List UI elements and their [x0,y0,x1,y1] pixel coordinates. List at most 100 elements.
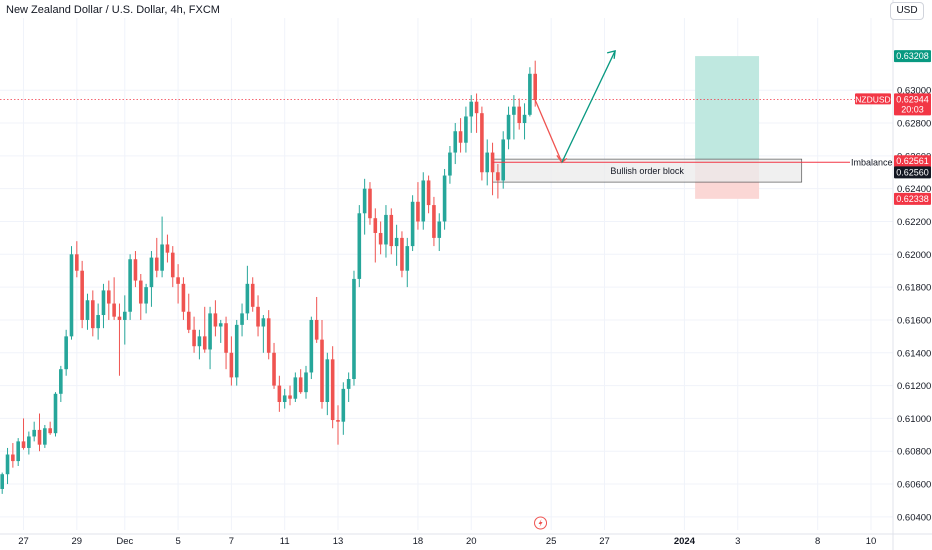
annotations: Imbalance [492,49,893,530]
candle-body [485,152,490,173]
candle [229,336,234,386]
candle-body [378,232,383,245]
candle-body [357,213,362,279]
candle-body [325,359,330,402]
x-tick-label: Dec [116,536,133,547]
candle-body [368,188,372,219]
x-tick-label: 18 [413,536,424,547]
candle-body [464,116,468,143]
candle-body [517,106,522,124]
candle [378,221,383,255]
candle [240,303,244,337]
stop-price-tag-bg [894,192,931,205]
candle [208,306,212,370]
candle [192,316,196,353]
candle [91,290,95,337]
candle-body [154,257,159,271]
candle-body [224,323,228,353]
candle [133,251,138,288]
imbalance-price-tag-text: 0.62561 [896,156,929,166]
candle [80,260,84,329]
candle-body [410,201,415,247]
candle [112,277,116,320]
candle [170,246,175,288]
candle-body [506,114,511,140]
candle [43,424,47,448]
x-tick-label: 11 [280,536,290,547]
candle-body [69,254,74,337]
candle [458,118,463,153]
candle-body [5,454,10,475]
target-price-tag-bg [894,50,931,63]
currency-button[interactable]: USD [890,2,924,20]
candle-body [277,385,282,402]
x-tick-label: 8 [815,536,820,547]
candle-body [416,201,420,222]
candle-body [501,139,506,181]
candle-body [144,287,148,304]
candle-body [421,180,426,222]
candle [437,213,442,252]
x-tick-label: 27 [599,536,610,547]
candle [480,106,484,181]
candle-body [309,319,314,373]
candle [405,237,410,288]
symbol-tag-text: NZDUSD [855,94,890,104]
candle [107,280,111,320]
candle [314,296,319,343]
entry-price-tag-bg [894,166,931,179]
candle-body [437,221,442,238]
candle-body [107,290,111,304]
candle-body [250,283,255,307]
candle [320,319,324,409]
candle-body [208,313,212,350]
down-arrow-line [534,99,563,163]
candle [277,375,282,412]
current-price-tag-text: 20:03 [901,104,924,114]
candle-body [0,474,4,489]
candle [485,139,490,186]
candle-body [96,315,100,329]
x-tick-label: 2024 [674,536,696,547]
candle [469,95,474,133]
candle-body [480,113,484,173]
candle-body [43,428,47,445]
candle-body [138,280,143,304]
y-tick-label: 0.61000 [897,414,931,425]
candle [149,251,154,307]
candle [256,295,260,337]
candle-body [469,101,474,117]
candle-body [122,311,127,320]
y-tick-label: 0.61200 [897,381,931,392]
candle [325,352,330,416]
candle [165,234,170,263]
candle [464,106,468,153]
candle [517,98,522,130]
candle [224,316,228,370]
candle [474,93,479,133]
candle [75,241,79,278]
candle-body [384,214,388,245]
candle-body [512,106,516,115]
candle-body [245,283,250,314]
imbalance-price-tag-bg [894,155,931,168]
candle-body [256,306,260,327]
candle-body [453,131,458,153]
candle-body [229,352,234,378]
current-price-tag-bg [894,93,931,116]
candle-body [133,259,138,281]
candle-body [330,359,335,421]
candle [96,303,100,340]
candle-body [533,73,537,101]
candle [533,60,537,107]
candle [128,254,132,320]
candle [117,303,122,376]
candle [101,283,106,329]
candle-body [186,311,191,330]
candle [394,224,399,266]
candle [261,315,266,353]
candle [213,300,218,337]
candle-body [293,377,298,399]
